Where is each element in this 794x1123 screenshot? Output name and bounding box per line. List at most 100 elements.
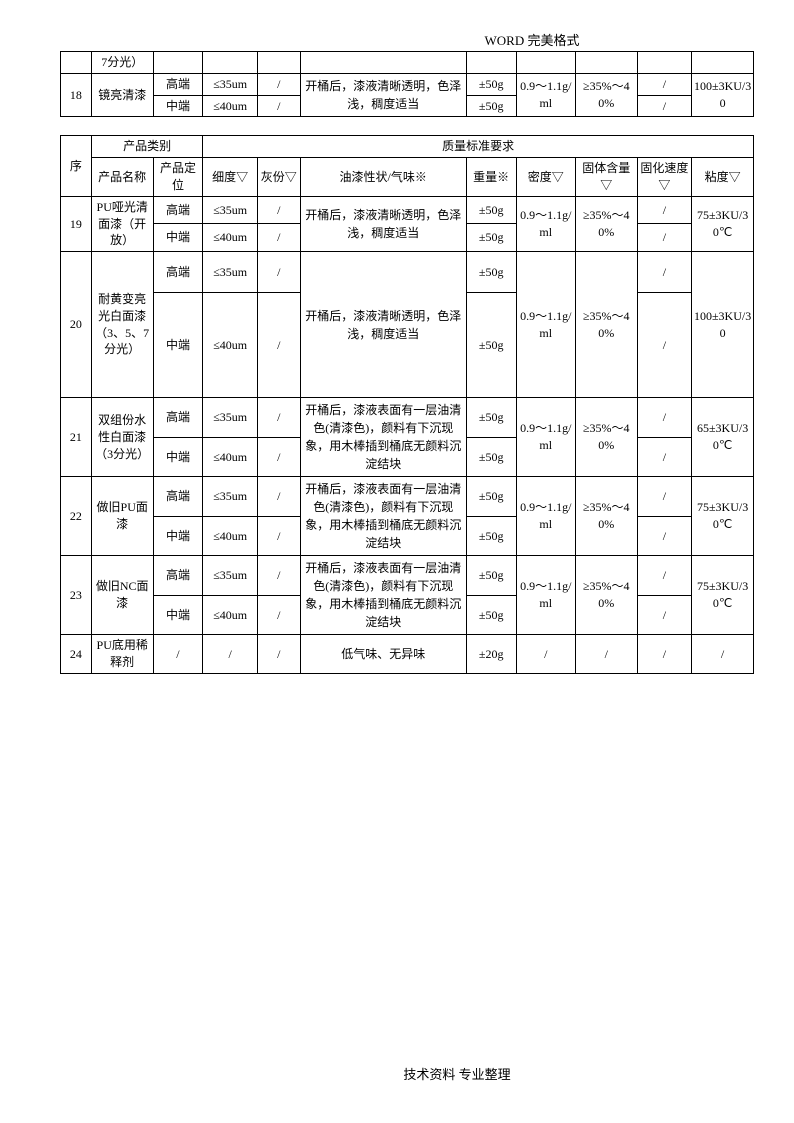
page-footer: 技术资料 专业整理 (0, 1064, 794, 1083)
cell-cure: / (637, 635, 692, 674)
cell-desc: 开桶后，漆液清晰透明，色泽浅，稠度适当 (300, 73, 466, 117)
cell-wt: ±50g (466, 224, 516, 252)
hdr-ash: 灰份▽ (257, 158, 300, 197)
table-header-row: 序 产品类别 质量标准要求 (61, 136, 754, 158)
cell-wt: ±50g (466, 398, 516, 438)
cell-tier: 高端 (153, 196, 203, 224)
hdr-wt: 重量※ (466, 158, 516, 197)
cell-desc: 开桶后，漆液清晰透明，色泽浅，稠度适当 (300, 252, 466, 398)
cell-seq: 19 (61, 196, 92, 251)
cell-ash: / (257, 635, 300, 674)
cell-cure: / (637, 398, 692, 438)
cell-density: 0.9～1.1g/ml (516, 73, 575, 117)
cell-ash: / (257, 252, 300, 293)
cell-tier: 中端 (153, 595, 203, 635)
cell-fine: / (203, 635, 258, 674)
cell-fine: ≤40um (203, 516, 258, 556)
cell-fine: ≤35um (203, 73, 258, 95)
cell-tier: 中端 (153, 437, 203, 477)
cell (153, 52, 203, 74)
main-table: 序 产品类别 质量标准要求 产品名称 产品定位 细度▽ 灰份▽ 油漆性状/气味※… (60, 135, 754, 673)
cell-solid: ≥35%～40% (575, 556, 637, 635)
cell-fine: ≤40um (203, 437, 258, 477)
hdr-visc: 粘度▽ (692, 158, 754, 197)
cell-wt: ±50g (466, 516, 516, 556)
cell (203, 52, 258, 74)
cell-wt: ±20g (466, 635, 516, 674)
cell-visc: 75±3KU/30℃ (692, 196, 754, 251)
hdr-solid: 固体含量▽ (575, 158, 637, 197)
cell-dens: / (516, 635, 575, 674)
cell-fine: ≤35um (203, 477, 258, 517)
cell-cure: / (637, 73, 692, 95)
cell-ash: / (257, 477, 300, 517)
cell-fine: ≤35um (203, 398, 258, 438)
cell-visc: 75±3KU/30℃ (692, 556, 754, 635)
cell-cure: / (637, 516, 692, 556)
cell-fine: ≤35um (203, 196, 258, 224)
cell (575, 52, 637, 74)
cell (257, 52, 300, 74)
page-header: WORD 完美格式 (60, 30, 754, 49)
cell (637, 52, 692, 74)
cell-solid: / (575, 635, 637, 674)
cell-tier: 中端 (153, 95, 203, 117)
cell-wt: ±50g (466, 95, 516, 117)
cell-name: 镜亮清漆 (91, 73, 153, 117)
hdr-desc: 油漆性状/气味※ (300, 158, 466, 197)
cell: 7分光） (91, 52, 153, 74)
cell-fine: ≤40um (203, 95, 258, 117)
cell-solid: ≥35%～40% (575, 477, 637, 556)
cell-seq: 20 (61, 252, 92, 398)
hdr-cat: 产品类别 (91, 136, 203, 158)
cell-cure: / (637, 95, 692, 117)
cell-dens: 0.9～1.1g/ml (516, 556, 575, 635)
cell-desc: 开桶后，漆液表面有一层油清色(清漆色)，颜料有下沉现象，用木棒插到桶底无颜料沉淀… (300, 556, 466, 635)
cell-desc: 低气味、无异味 (300, 635, 466, 674)
cell-wt: ±50g (466, 73, 516, 95)
cell-visc: 75±3KU/30℃ (692, 477, 754, 556)
cell-solid: ≥35%～40% (575, 252, 637, 398)
hdr-qual: 质量标准要求 (203, 136, 754, 158)
cell-ash: / (257, 196, 300, 224)
cell-ash: / (257, 595, 300, 635)
cell-solid: ≥35%～40% (575, 196, 637, 251)
cell-cure: / (637, 293, 692, 398)
cell-cure: / (637, 252, 692, 293)
cell-wt: ±50g (466, 556, 516, 596)
cell-wt: ±50g (466, 196, 516, 224)
cell-ash: / (257, 516, 300, 556)
table-row: 7分光） (61, 52, 754, 74)
hdr-fine: 细度▽ (203, 158, 258, 197)
cell-cure: / (637, 556, 692, 596)
cell-desc: 开桶后，漆液表面有一层油清色(清漆色)，颜料有下沉现象，用木棒插到桶底无颜料沉淀… (300, 398, 466, 477)
cell-seq: 21 (61, 398, 92, 477)
hdr-cure: 固化速度▽ (637, 158, 692, 197)
cell-visc: 65±3KU/30℃ (692, 398, 754, 477)
cell-fine: ≤40um (203, 595, 258, 635)
cell-ash: / (257, 556, 300, 596)
table-row: 23 做旧NC面漆 高端 ≤35um / 开桶后，漆液表面有一层油清色(清漆色)… (61, 556, 754, 596)
cell-name: 耐黄变亮光白面漆（3、5、7分光） (91, 252, 153, 398)
cell-wt: ±50g (466, 293, 516, 398)
cell-ash: / (257, 398, 300, 438)
cell-tier: 高端 (153, 73, 203, 95)
cell-seq: 22 (61, 477, 92, 556)
cell-dens: 0.9～1.1g/ml (516, 477, 575, 556)
cell-fine: ≤35um (203, 252, 258, 293)
table-row: 20 耐黄变亮光白面漆（3、5、7分光） 高端 ≤35um / 开桶后，漆液清晰… (61, 252, 754, 293)
cell-name: PU底用稀释剂 (91, 635, 153, 674)
cell-tier: / (153, 635, 203, 674)
cell-tier: 高端 (153, 398, 203, 438)
cell-wt: ±50g (466, 595, 516, 635)
cell-dens: 0.9～1.1g/ml (516, 252, 575, 398)
cell-solid: ≥35%～40% (575, 398, 637, 477)
cell-desc: 开桶后，漆液表面有一层油清色(清漆色)，颜料有下沉现象，用木棒插到桶底无颜料沉淀… (300, 477, 466, 556)
cell-tier: 中端 (153, 293, 203, 398)
table-row: 19 PU哑光清面漆（开放） 高端 ≤35um / 开桶后，漆液清晰透明，色泽浅… (61, 196, 754, 224)
cell-desc: 开桶后，漆液清晰透明，色泽浅，稠度适当 (300, 196, 466, 251)
cell-seq: 18 (61, 73, 92, 117)
cell (466, 52, 516, 74)
cell-ash: / (257, 73, 300, 95)
cell-tier: 中端 (153, 516, 203, 556)
